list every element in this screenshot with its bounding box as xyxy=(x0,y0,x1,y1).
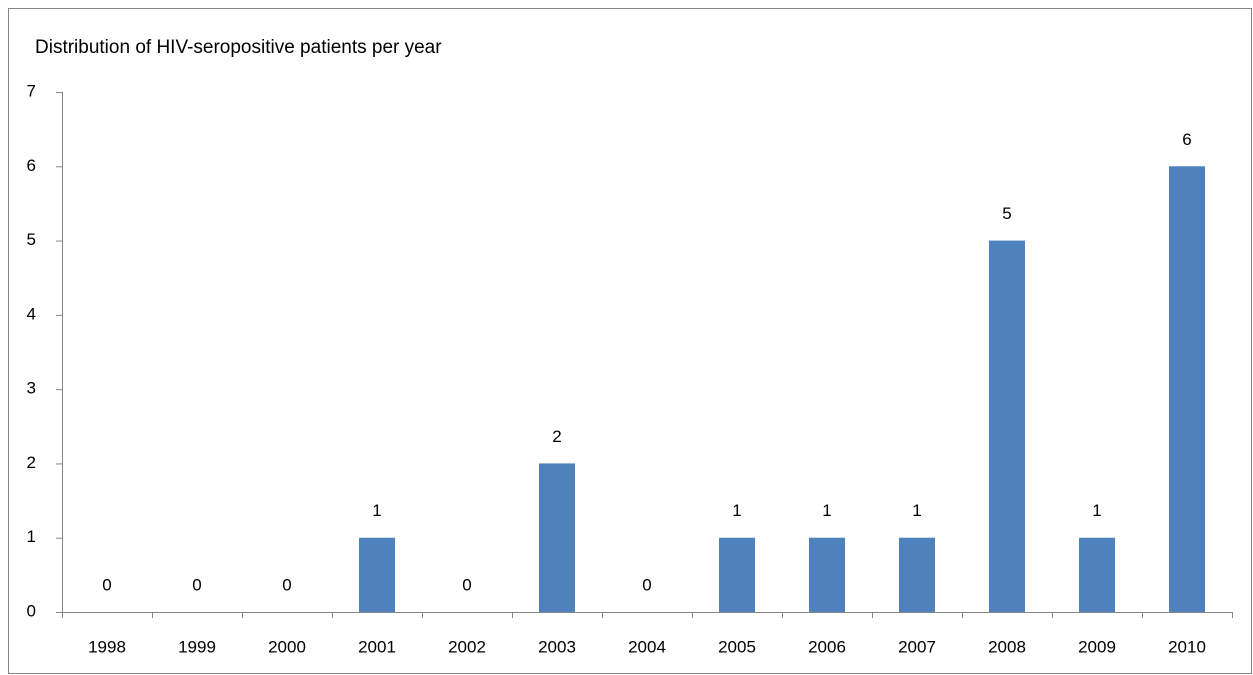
y-tick-label: 1 xyxy=(27,527,36,546)
y-tick-label: 6 xyxy=(27,156,36,175)
data-label: 0 xyxy=(462,575,471,594)
data-label: 0 xyxy=(642,575,651,594)
x-tick-label: 1998 xyxy=(88,637,126,656)
x-tick-label: 2001 xyxy=(358,637,396,656)
bar xyxy=(1079,537,1115,612)
x-tick-label: 2009 xyxy=(1078,637,1116,656)
y-tick-label: 2 xyxy=(27,453,36,472)
x-tick-label: 2004 xyxy=(628,637,666,656)
x-tick-label: 2003 xyxy=(538,637,576,656)
y-tick-label: 7 xyxy=(27,81,36,100)
bar xyxy=(359,537,395,612)
bar xyxy=(989,240,1025,613)
y-tick-label: 5 xyxy=(27,230,36,249)
x-tick-label: 2007 xyxy=(898,637,936,656)
x-tick-label: 2002 xyxy=(448,637,486,656)
data-label: 1 xyxy=(822,501,831,520)
data-label: 1 xyxy=(1092,501,1101,520)
x-tick-label: 2010 xyxy=(1168,637,1206,656)
y-tick-label: 3 xyxy=(27,379,36,398)
y-tick-label: 0 xyxy=(27,601,36,620)
data-label: 1 xyxy=(732,501,741,520)
x-tick-label: 2006 xyxy=(808,637,846,656)
data-label: 6 xyxy=(1182,130,1191,149)
x-tick-label: 2000 xyxy=(268,637,306,656)
x-tick-label: 2008 xyxy=(988,637,1026,656)
bar xyxy=(899,537,935,612)
data-label: 2 xyxy=(552,427,561,446)
bar xyxy=(809,537,845,612)
data-label: 1 xyxy=(372,501,381,520)
chart-title: Distribution of HIV-seropositive patient… xyxy=(35,37,442,58)
data-label: 1 xyxy=(912,501,921,520)
x-tick-label: 2005 xyxy=(718,637,756,656)
data-label: 0 xyxy=(282,575,291,594)
data-label: 5 xyxy=(1002,204,1011,223)
bar xyxy=(1169,166,1205,613)
bar xyxy=(539,463,575,612)
data-label: 0 xyxy=(102,575,111,594)
data-label: 0 xyxy=(192,575,201,594)
chart-frame xyxy=(8,8,1252,674)
y-tick-label: 4 xyxy=(27,304,36,323)
bar xyxy=(719,537,755,612)
x-tick-label: 1999 xyxy=(178,637,216,656)
